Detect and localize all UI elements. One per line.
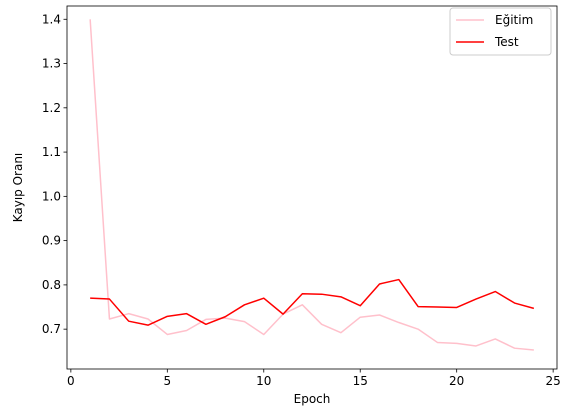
series-line-egitim [89, 19, 534, 351]
y-tick-label: 0.9 [42, 234, 61, 248]
x-axis-ticks: 0 5 10 15 20 25 [67, 369, 561, 388]
x-tick-label: 0 [67, 374, 75, 388]
x-tick-label: 25 [546, 374, 561, 388]
y-axis-ticks: 0.7 0.8 0.9 1.0 1.1 1.2 1.3 1.4 [42, 12, 67, 336]
y-tick-label: 0.7 [42, 322, 61, 336]
plot-lines [89, 19, 535, 351]
y-tick-label: 1.4 [42, 12, 61, 26]
plot-frame [66, 5, 558, 370]
legend-label: Eğitim [495, 13, 533, 27]
x-tick-label: 20 [449, 374, 464, 388]
y-tick-label: 1.3 [42, 57, 61, 71]
y-axis-label: Kayıp Oranı [11, 153, 25, 223]
y-tick-label: 1.2 [42, 101, 61, 115]
x-tick-label: 15 [353, 374, 368, 388]
legend-label: Test [494, 35, 519, 49]
y-tick-label: 0.8 [42, 278, 61, 292]
legend: Eğitim Test [449, 7, 552, 56]
x-tick-label: 5 [163, 374, 171, 388]
series-line-test [90, 278, 535, 326]
x-axis-label: Epoch [294, 392, 331, 406]
x-tick-label: 10 [256, 374, 271, 388]
y-tick-label: 1.1 [42, 145, 61, 159]
y-tick-label: 1.0 [42, 189, 61, 203]
